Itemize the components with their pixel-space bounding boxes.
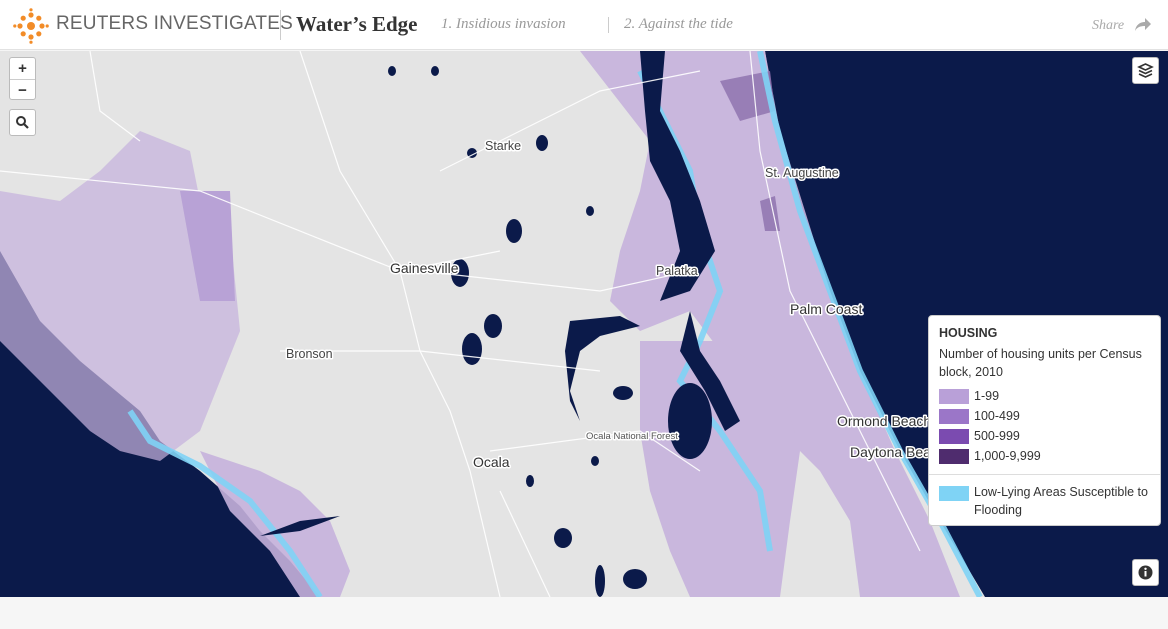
place-label: Palm Coast: [790, 301, 862, 317]
legend-swatch: [939, 486, 969, 501]
legend-label: 1-99: [974, 389, 1000, 403]
layers-button[interactable]: [1132, 57, 1159, 84]
legend-label: 1,000-9,999: [974, 449, 1041, 463]
place-label: Ormond Beach: [837, 413, 931, 429]
share-button[interactable]: Share: [1092, 18, 1125, 33]
place-label: Ocala National Forest: [586, 431, 678, 442]
legend-item: 100-499: [939, 406, 1150, 426]
place-label: Bronson: [286, 347, 333, 361]
legend-label: Low-Lying Areas Susceptible to Flooding: [974, 485, 1148, 517]
place-label: Palatka: [656, 264, 698, 278]
legend-label: 100-499: [974, 409, 1020, 423]
lakes: [260, 51, 740, 597]
layers-icon: [1137, 63, 1154, 78]
legend-swatch: [939, 449, 969, 464]
place-label: Daytona Beach: [850, 444, 946, 460]
legend-swatch: [939, 389, 969, 404]
legend-title: HOUSING: [939, 326, 998, 340]
header: REUTERS INVESTIGATES Water’s Edge 1. Ins…: [0, 0, 1168, 50]
place-labels: Starke St. Augustine Gainesville Palatka…: [285, 138, 948, 472]
legend-item: 1-99: [939, 386, 1150, 406]
nav-link[interactable]: 2. Against the tide: [624, 16, 733, 32]
info-icon: [1138, 565, 1153, 580]
divider: [280, 10, 281, 40]
legend-label: 500-999: [974, 429, 1020, 443]
legend-item: 1,000-9,999: [939, 446, 1150, 466]
place-label: Starke: [485, 139, 521, 153]
roads: [0, 51, 921, 597]
reuters-logo: [13, 8, 49, 44]
share-icon[interactable]: [1134, 16, 1152, 32]
legend-flood: Low-Lying Areas Susceptible to Flooding: [939, 483, 1150, 519]
legend-item: 500-999: [939, 426, 1150, 446]
footer: [0, 597, 1168, 629]
info-button[interactable]: [1132, 559, 1159, 586]
brand: REUTERS INVESTIGATES: [56, 13, 293, 34]
zoom-out[interactable]: −: [18, 82, 27, 99]
legend-swatch: [939, 409, 969, 424]
map: Starke St. Augustine Gainesville Palatka…: [0, 51, 1168, 597]
story-title[interactable]: Water’s Edge: [296, 12, 418, 36]
zoom-in[interactable]: +: [10, 58, 35, 80]
legend: HOUSING Number of housing units per Cens…: [928, 315, 1161, 526]
divider: [608, 17, 609, 33]
search-icon: [16, 116, 29, 129]
nav-link[interactable]: 1. Insidious invasion: [441, 16, 566, 32]
place-label: Ocala: [473, 454, 510, 470]
zoom-control: + −: [9, 57, 36, 100]
search-button[interactable]: [9, 109, 36, 136]
place-label: St. Augustine: [765, 166, 839, 180]
legend-items: 1-99 100-499 500-999 1,000-9,999: [939, 386, 1150, 466]
legend-divider: [929, 474, 1160, 475]
legend-subtitle: Number of housing units per Census block…: [939, 347, 1142, 379]
legend-swatch: [939, 429, 969, 444]
place-label: Gainesville: [390, 260, 459, 276]
